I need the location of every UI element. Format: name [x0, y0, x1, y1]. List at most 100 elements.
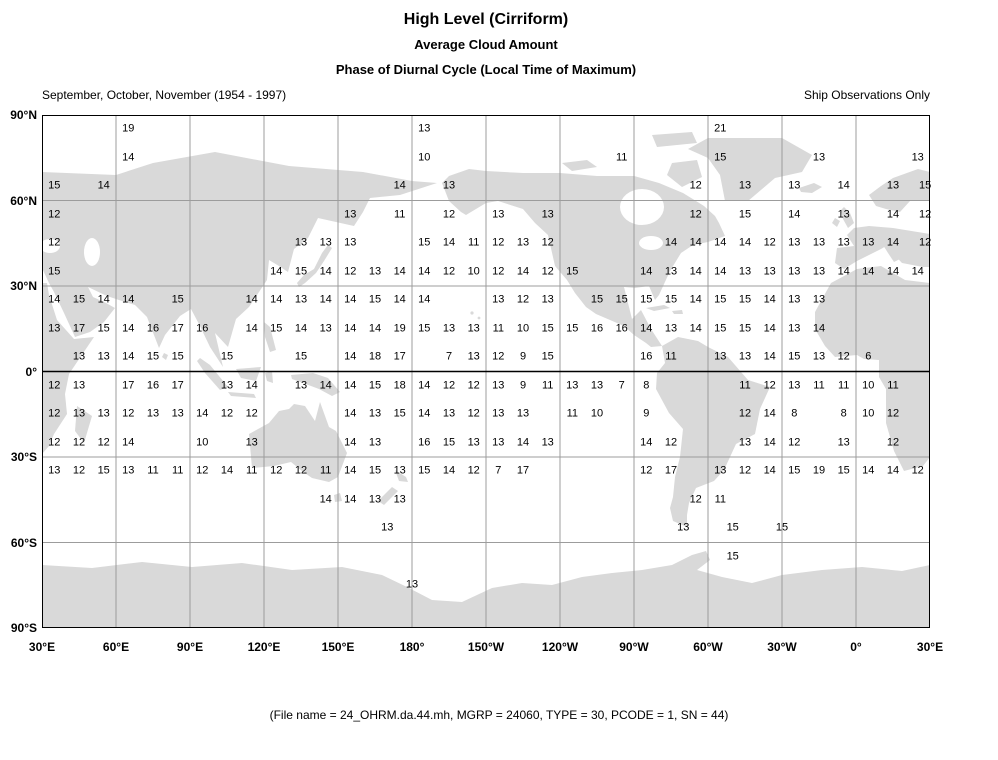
cloud-value: 16 [590, 322, 604, 335]
cloud-value: 14 [442, 236, 456, 249]
cloud-value: 13 [492, 208, 505, 221]
cloud-value: 14 [48, 293, 61, 306]
cloud-value: 11 [541, 379, 554, 392]
cloud-value: 13 [294, 293, 308, 306]
cloud-value: 14 [368, 322, 382, 335]
cloud-value: 16 [640, 350, 653, 363]
cloud-value: 17 [664, 464, 678, 477]
great-lakes [639, 236, 663, 250]
cloud-value: 12 [467, 407, 480, 420]
cloud-value: 13 [664, 322, 678, 335]
cloud-value: 14 [788, 208, 801, 221]
cloud-value: 15 [615, 293, 628, 306]
cloud-value: 15 [442, 436, 456, 449]
cloud-value: 11 [837, 379, 850, 392]
cloud-value: 13 [294, 379, 308, 392]
japan-landmass [297, 245, 332, 287]
cloud-value: 14 [763, 293, 776, 306]
cloud-value: 13 [812, 265, 826, 278]
cloud-value: 12 [640, 464, 653, 477]
y-axis-label: 30°N [10, 279, 37, 293]
cloud-value: 14 [344, 379, 357, 392]
cloud-value: 12 [541, 265, 554, 278]
cloud-value: 13 [677, 521, 690, 534]
cloud-value: 13 [48, 322, 61, 335]
cloud-value: 15 [418, 236, 431, 249]
cloud-value: 13 [812, 236, 826, 249]
cloud-value: 15 [541, 322, 554, 335]
cloud-value: 13 [294, 236, 308, 249]
cloud-value: 12 [270, 464, 283, 477]
cloud-value: 11 [147, 464, 159, 477]
cloud-value: 7 [618, 379, 625, 392]
cloud-value: 13 [418, 122, 431, 135]
cloud-value: 14 [738, 236, 752, 249]
cloud-value: 13 [72, 379, 86, 392]
cloud-value: 12 [294, 464, 308, 477]
cloud-value: 14 [763, 436, 776, 449]
cloud-value: 14 [245, 293, 258, 306]
x-axis-label: 180° [399, 640, 425, 654]
cuba-island [646, 305, 670, 311]
cloud-value: 15 [146, 350, 160, 363]
cloud-value: 15 [97, 322, 110, 335]
cloud-value: 11 [887, 379, 899, 392]
hispaniola-island [672, 310, 683, 314]
cloud-value: 13 [788, 236, 801, 249]
cloud-value: 13 [837, 208, 850, 221]
sri-lanka-island [162, 353, 168, 360]
madagascar-landmass [75, 406, 92, 443]
cloud-value: 14 [245, 379, 258, 392]
cloud-value: 7 [495, 464, 502, 477]
cloud-value: 13 [837, 236, 850, 249]
cloud-value: 14 [689, 293, 702, 306]
cloud-value: 13 [837, 436, 850, 449]
italy-landmass [883, 243, 900, 262]
cloud-value: 15 [418, 464, 431, 477]
cloud-value: 18 [368, 350, 382, 363]
cloud-value: 15 [918, 179, 932, 192]
cloud-value: 13 [812, 151, 826, 164]
cloud-value: 12 [689, 179, 702, 192]
cloud-value: 21 [714, 122, 727, 135]
cloud-value: 14 [516, 265, 530, 278]
cloud-value: 17 [393, 350, 406, 363]
cloud-value: 10 [467, 265, 480, 278]
cloud-value: 12 [442, 265, 456, 278]
cloud-value: 14 [245, 322, 258, 335]
cloud-value: 15 [270, 322, 283, 335]
cloud-value: 14 [418, 407, 431, 420]
cloud-value: 13 [442, 407, 456, 420]
sulawesi-island [265, 371, 273, 383]
cloud-value: 12 [689, 208, 702, 221]
cloud-value: 15 [738, 293, 752, 306]
new-zealand-north-island [395, 470, 408, 482]
cloud-value: 10 [590, 407, 604, 420]
figure-title: High Level (Cirriform) [403, 11, 569, 28]
cloud-value: 12 [492, 265, 505, 278]
cloud-value: 13 [788, 265, 801, 278]
cloud-value: 13 [442, 322, 456, 335]
cloud-value: 12 [492, 350, 505, 363]
cloud-value: 15 [418, 322, 431, 335]
cloud-value: 14 [393, 293, 406, 306]
cloud-value: 13 [97, 350, 110, 363]
cloud-value: 14 [911, 265, 924, 278]
cloud-value: 12 [48, 236, 61, 249]
cloud-value: 14 [812, 322, 826, 335]
cloud-value: 19 [122, 122, 135, 135]
x-axis-label: 0° [850, 640, 862, 654]
africa-east-landmass [42, 283, 94, 454]
cloud-value: 14 [344, 493, 357, 506]
cloud-value: 12 [48, 208, 61, 221]
cloud-value: 12 [245, 407, 258, 420]
cloud-value: 15 [97, 464, 110, 477]
cloud-value: 14 [319, 265, 332, 278]
cloud-value: 14 [319, 379, 332, 392]
cloud-value: 12 [467, 464, 480, 477]
cloud-value: 14 [344, 464, 357, 477]
cloud-value: 6 [865, 350, 872, 363]
greenland-landmass [688, 138, 812, 201]
australia-landmass [249, 402, 347, 482]
